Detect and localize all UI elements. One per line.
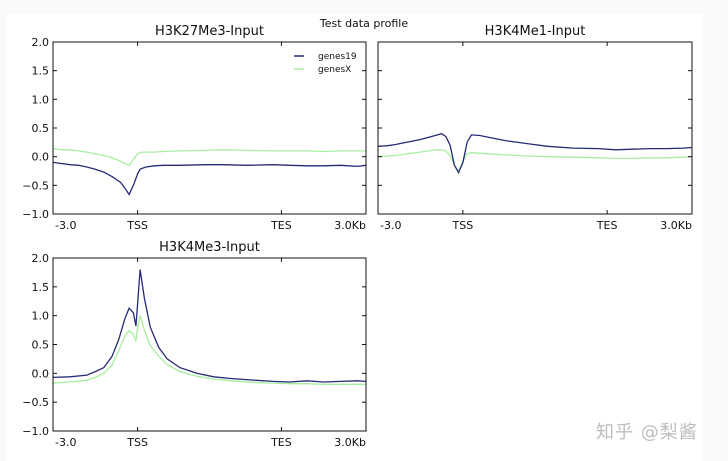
- y-tick-label: −0.5: [22, 396, 49, 409]
- panel-title-h3k27me3: H3K27Me3-Input: [155, 24, 264, 39]
- y-tick-label: −0.5: [22, 179, 49, 192]
- y-tick-label: 1.0: [32, 310, 50, 323]
- y-tick-label: 0.5: [32, 339, 50, 352]
- x-tick-label: 3.0Kb: [334, 219, 366, 232]
- x-tick-label: -3.0: [380, 219, 401, 232]
- x-tick-label: TES: [270, 219, 292, 232]
- x-tick-label: 3.0Kb: [334, 436, 366, 449]
- panel-h3k4me3: −1.0 −0.5 0.0 0.5 1.0 1.5 2.0 -3.0 TSS TES 3.0Kb: [22, 252, 367, 449]
- line-genes19: [52, 161, 367, 196]
- panel-h3k4me1: -3.0 TSS TES 3.0Kb: [377, 41, 693, 232]
- y-tick-label: 1.5: [32, 281, 50, 294]
- watermark: 知乎 @梨酱: [596, 422, 698, 443]
- y-tick-label: −1.0: [22, 208, 49, 221]
- axes-frame: [377, 41, 693, 215]
- line-genesx: [52, 315, 366, 385]
- panel-title-h3k4me3: H3K4Me3-Input: [159, 240, 260, 255]
- x-tick-label: TES: [596, 219, 618, 232]
- y-tick-label: 2.0: [32, 36, 50, 49]
- y-tick-label: −1.0: [22, 425, 49, 438]
- y-tick-label: 1.0: [32, 93, 50, 106]
- x-tick-label: -3.0: [55, 436, 76, 449]
- figure-canvas: [7, 14, 703, 461]
- x-tick-label: 3.0Kb: [660, 219, 692, 232]
- y-tick-label: 0.0: [32, 367, 50, 380]
- y-tick-label: 0.5: [32, 122, 50, 135]
- legend-label-genesx: genesX: [318, 65, 351, 75]
- line-genesx: [52, 147, 366, 167]
- line-genes19: [377, 132, 693, 175]
- y-tick-label: 1.5: [32, 65, 50, 78]
- line-genesx: [377, 149, 693, 173]
- legend-label-genes19: genes19: [318, 52, 357, 62]
- x-tick-label: TSS: [452, 219, 474, 232]
- line-genes19: [52, 269, 367, 383]
- y-tick-label: 0.0: [32, 151, 50, 164]
- panel-title-h3k4me1: H3K4Me1-Input: [484, 24, 586, 39]
- legend: genes19 genesX: [294, 52, 357, 75]
- x-tick-label: TES: [270, 436, 292, 449]
- x-tick-label: TSS: [126, 436, 148, 449]
- x-tick-label: TSS: [126, 219, 148, 232]
- y-tick-label: 2.0: [32, 252, 50, 265]
- panel-h3k27me3: −1.0 −0.5 0.0 0.5 1.0 1.5 2.0 -3.0 TSS TES 3.0Kb: [22, 36, 367, 232]
- figure-suptitle: Test data profile: [319, 17, 409, 30]
- axes-frame: [52, 257, 367, 432]
- x-tick-label: -3.0: [55, 219, 76, 232]
